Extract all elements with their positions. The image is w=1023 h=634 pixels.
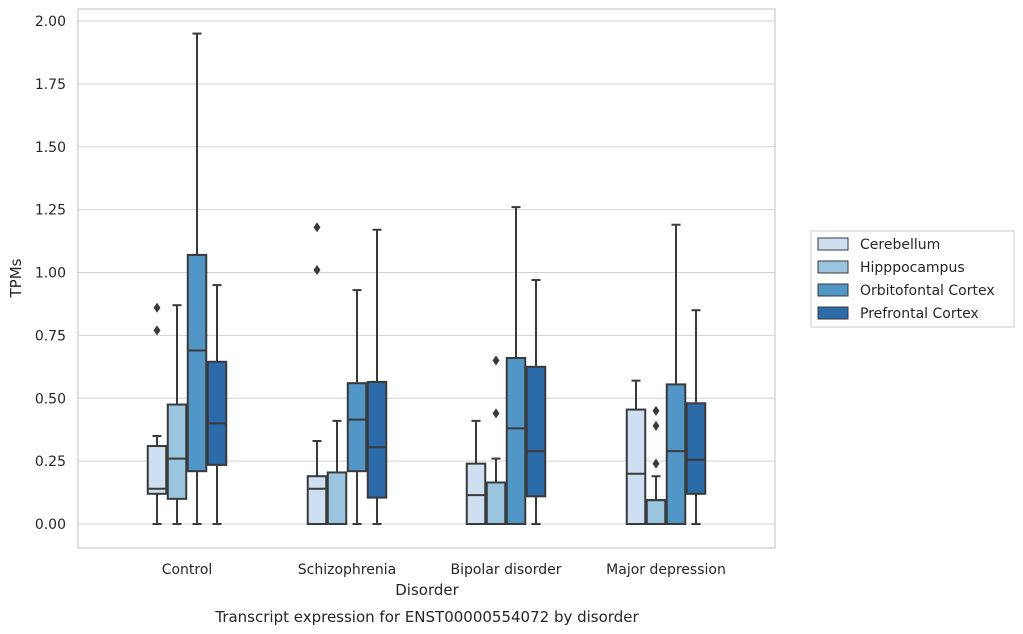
box-body: [166, 403, 188, 500]
chart-caption: Transcript expression for ENST0000055407…: [214, 608, 639, 626]
box-orbitofontal-cortex: [665, 223, 687, 526]
box-body: [645, 499, 667, 526]
boxes: [146, 32, 707, 526]
legend-label: Orbitofontal Cortex: [860, 283, 995, 299]
x-tick-label: Major depression: [606, 562, 726, 578]
legend-swatch: [817, 237, 849, 251]
y-tick-label: 1.00: [35, 266, 66, 282]
outlier-point: [652, 458, 660, 469]
outlier-point: [153, 325, 161, 336]
outlier-point: [492, 355, 500, 366]
legend: Cerebellum Hipppocampus Orbitofontal Corte…: [810, 230, 1015, 328]
outlier-point: [313, 264, 321, 275]
y-tick-label: 0.25: [35, 454, 66, 470]
box-body: [366, 380, 388, 499]
outlier-point: [492, 408, 500, 419]
plot-area-frame: [77, 8, 776, 549]
y-axis-label: TPMs: [7, 258, 25, 298]
legend-swatch: [817, 283, 849, 297]
box-body: [665, 383, 687, 526]
box-body: [306, 475, 328, 525]
legend-label: Cerebellum: [860, 237, 940, 253]
x-tick-label: Bipolar disorder: [450, 562, 561, 578]
box-cerebellum: [625, 379, 647, 526]
x-axis-ticks: Control Schizophrenia Bipolar disorder Majo…: [162, 562, 726, 578]
box-body: [146, 445, 168, 495]
box-body: [685, 402, 707, 495]
y-tick-label: 1.25: [35, 203, 66, 219]
box-body: [505, 357, 527, 526]
outlier-point: [652, 420, 660, 431]
box-body: [525, 365, 547, 498]
legend-swatch: [817, 306, 849, 320]
box-orbitofontal-cortex: [505, 206, 527, 526]
box-hipppocampus: [645, 405, 667, 526]
legend-swatch: [817, 260, 849, 274]
box-cerebellum: [146, 302, 168, 525]
box-prefrontal-cortex: [525, 279, 547, 525]
outlier-point: [313, 222, 321, 233]
y-tick-label: 0.00: [35, 517, 66, 533]
box-prefrontal-cortex: [685, 309, 707, 525]
box-prefrontal-cortex: [206, 284, 228, 525]
box-body: [485, 481, 507, 526]
box-body: [186, 253, 208, 473]
box-body: [326, 471, 348, 526]
y-axis-ticks: 0.00 0.25 0.50 0.75 1.00 1.25 1.50 1.75 2.00: [35, 14, 66, 533]
box-body: [346, 382, 368, 473]
box-body: [625, 408, 647, 526]
box-hipppocampus: [485, 355, 507, 526]
box-body: [206, 360, 228, 466]
y-tick-label: 1.75: [35, 77, 66, 93]
legend-label: Prefrontal Cortex: [860, 306, 979, 322]
box-body: [465, 462, 487, 526]
y-tick-label: 0.75: [35, 328, 66, 344]
x-tick-label: Control: [162, 562, 213, 578]
box-hipppocampus: [166, 304, 188, 525]
y-tick-label: 2.00: [35, 14, 66, 30]
box-orbitofontal-cortex: [346, 289, 368, 525]
box-orbitofontal-cortex: [186, 32, 208, 525]
outlier-point: [153, 302, 161, 313]
box-cerebellum: [465, 419, 487, 526]
legend-label: Hipppocampus: [860, 260, 965, 276]
x-axis-label: Disorder: [395, 581, 459, 599]
y-tick-label: 0.50: [35, 391, 66, 407]
box-hipppocampus: [326, 419, 348, 526]
box-cerebellum: [306, 222, 328, 525]
y-tick-label: 1.50: [35, 140, 66, 156]
outlier-point: [652, 405, 660, 416]
x-tick-label: Schizophrenia: [298, 562, 396, 578]
box-prefrontal-cortex: [366, 228, 388, 525]
